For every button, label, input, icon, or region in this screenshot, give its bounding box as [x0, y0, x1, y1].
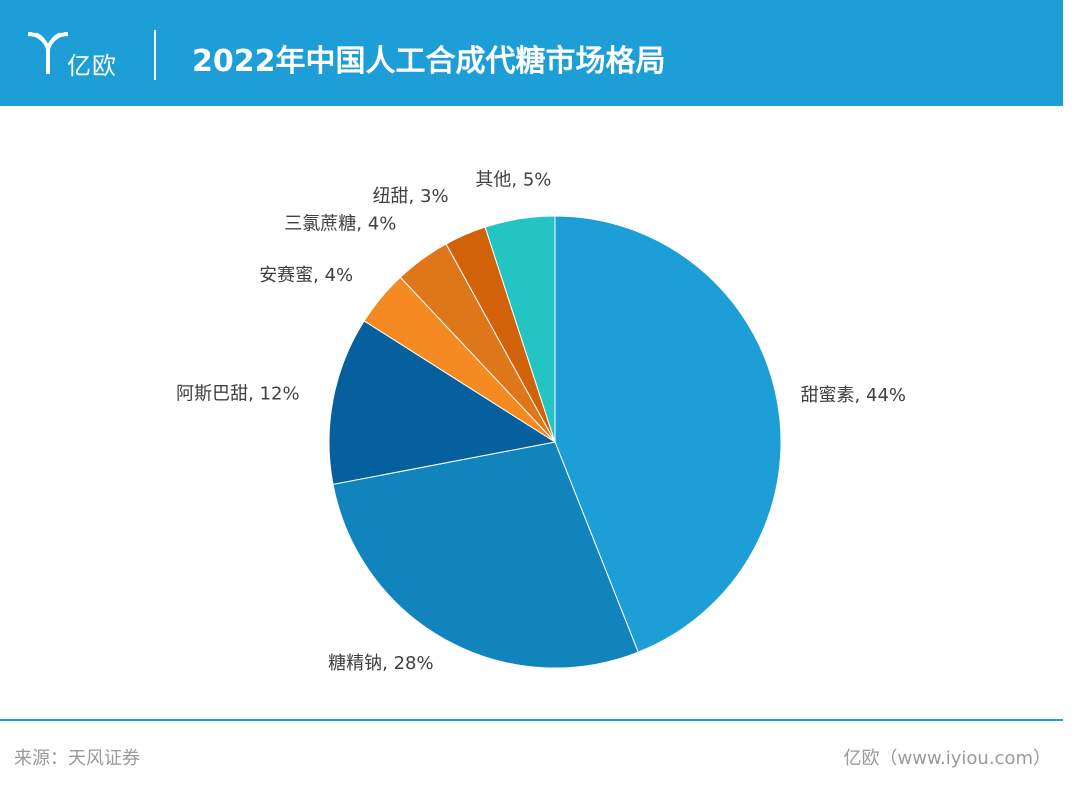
slice-label-3: 阿斯巴甜, 12%: [176, 383, 299, 404]
yiou-logo-icon: [27, 32, 69, 74]
slice-label-4: 安赛蜜, 4%: [259, 265, 353, 286]
pie-slice-3: [328, 320, 557, 485]
header-bar: 亿欧 2022年中国人工合成代糖市场格局: [0, 0, 1063, 106]
slice-label-6: 纽甜, 3%: [373, 186, 449, 207]
brand-url: 亿欧（www.iyiou.com）: [843, 748, 1051, 769]
slice-label-7: 其他, 5%: [475, 169, 551, 190]
slice-label-5: 三氯蔗糖, 4%: [284, 214, 396, 235]
pie-slice-1: [554, 215, 782, 653]
source-note: 来源：天风证券: [14, 748, 140, 769]
pie-chart: 甜蜜素, 44% 糖精钠, 28% 阿斯巴甜, 12% 安赛蜜, 4% 三氯蔗糖, 4%…: [176, 169, 906, 674]
slice-label-1: 甜蜜素, 44%: [801, 385, 906, 406]
header-divider: [154, 30, 156, 80]
pie-slice-2: [332, 441, 639, 669]
logo-text: 亿欧: [67, 52, 117, 80]
slice-label-2: 糖精钠, 28%: [328, 653, 433, 674]
footer-divider: [0, 719, 1063, 721]
pie-slice-7: [484, 215, 556, 443]
page-title: 2022年中国人工合成代糖市场格局: [192, 44, 666, 79]
